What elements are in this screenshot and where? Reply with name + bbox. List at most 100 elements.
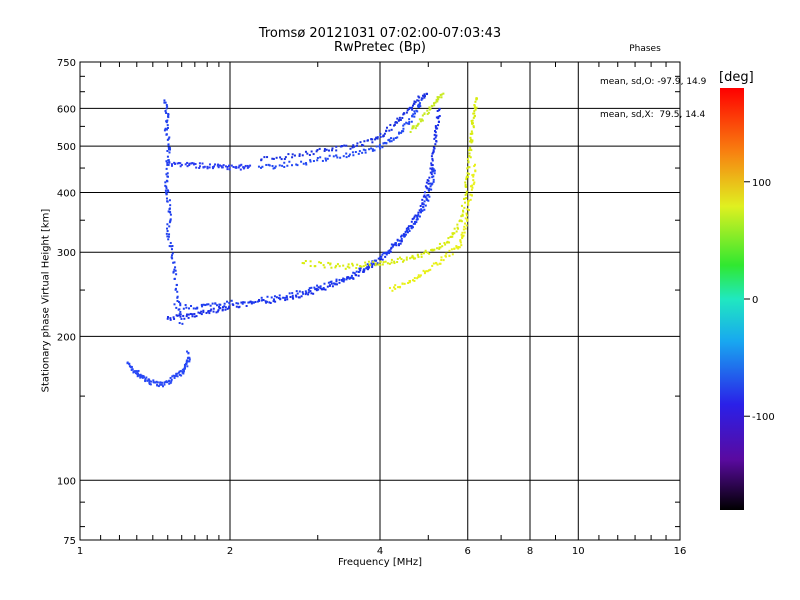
data-point xyxy=(295,163,298,166)
data-point xyxy=(286,164,289,167)
data-point xyxy=(436,247,439,250)
data-point xyxy=(183,317,186,320)
data-point xyxy=(407,282,410,285)
data-point xyxy=(235,166,238,169)
data-point xyxy=(436,263,439,266)
data-point xyxy=(392,137,395,140)
data-point xyxy=(421,198,424,201)
data-point xyxy=(163,99,166,102)
data-point xyxy=(383,141,386,144)
data-point xyxy=(373,259,376,262)
data-point xyxy=(469,138,472,141)
data-point xyxy=(315,289,318,292)
data-point xyxy=(434,125,437,128)
data-point xyxy=(309,290,312,293)
data-point xyxy=(390,258,393,261)
data-point xyxy=(288,160,291,163)
data-point xyxy=(338,278,341,281)
data-point xyxy=(343,144,346,147)
data-point xyxy=(393,243,396,246)
y-tick-label: 200 xyxy=(57,332,76,343)
data-point xyxy=(464,222,467,225)
data-point xyxy=(334,283,337,286)
data-point xyxy=(427,111,430,114)
data-point xyxy=(221,166,224,169)
data-point xyxy=(165,121,168,124)
data-point xyxy=(168,161,171,164)
data-point xyxy=(393,123,396,126)
data-point xyxy=(292,297,295,300)
data-point xyxy=(284,296,287,299)
data-point xyxy=(159,381,162,384)
data-point xyxy=(291,296,294,299)
data-point xyxy=(261,165,264,168)
data-point xyxy=(371,264,374,267)
data-point xyxy=(163,101,166,104)
data-point xyxy=(327,149,330,152)
data-point xyxy=(420,118,423,121)
data-point xyxy=(175,374,178,377)
data-point xyxy=(167,146,170,149)
data-point xyxy=(176,372,179,375)
data-point xyxy=(472,183,475,186)
data-point xyxy=(284,299,287,302)
data-point xyxy=(150,380,153,383)
data-point xyxy=(374,262,377,265)
data-point xyxy=(242,167,245,170)
data-point xyxy=(399,242,402,245)
data-point xyxy=(195,315,198,318)
data-point xyxy=(470,132,473,135)
data-point xyxy=(304,150,307,153)
data-point xyxy=(266,295,269,298)
data-point xyxy=(391,245,394,248)
data-point xyxy=(291,164,294,167)
data-point xyxy=(398,286,401,289)
data-point xyxy=(330,282,333,285)
data-point xyxy=(413,220,416,223)
data-point xyxy=(173,317,176,320)
data-point xyxy=(298,154,301,157)
data-point xyxy=(423,200,426,203)
data-point xyxy=(179,162,182,165)
data-point xyxy=(179,370,182,373)
data-point xyxy=(138,374,141,377)
data-point xyxy=(471,119,474,122)
data-point xyxy=(322,288,325,291)
data-point xyxy=(172,316,175,319)
data-point xyxy=(461,209,464,212)
data-point xyxy=(207,303,210,306)
data-point xyxy=(400,258,403,261)
data-point xyxy=(372,262,375,265)
data-point xyxy=(298,290,301,293)
data-point xyxy=(422,205,425,208)
data-point xyxy=(366,139,369,142)
data-point xyxy=(461,231,464,234)
data-point xyxy=(168,245,171,248)
data-point xyxy=(166,175,169,178)
data-point xyxy=(179,315,182,318)
data-point xyxy=(402,124,405,127)
data-point xyxy=(332,155,335,158)
data-point xyxy=(174,287,177,290)
data-point xyxy=(402,113,405,116)
data-point xyxy=(175,372,178,375)
data-point xyxy=(415,221,418,224)
data-point xyxy=(398,131,401,134)
data-point xyxy=(335,145,338,148)
data-point xyxy=(309,260,312,263)
data-point xyxy=(349,147,352,150)
data-point xyxy=(316,159,319,162)
data-point xyxy=(184,304,187,307)
data-point xyxy=(456,226,459,229)
data-point xyxy=(408,121,411,124)
data-point xyxy=(434,126,437,129)
data-point xyxy=(136,373,139,376)
data-point xyxy=(331,149,334,152)
data-point xyxy=(402,259,405,262)
data-point xyxy=(388,286,391,289)
data-point xyxy=(388,249,391,252)
data-point xyxy=(416,277,419,280)
data-point xyxy=(179,302,182,305)
data-point xyxy=(394,287,397,290)
data-point xyxy=(201,305,204,308)
